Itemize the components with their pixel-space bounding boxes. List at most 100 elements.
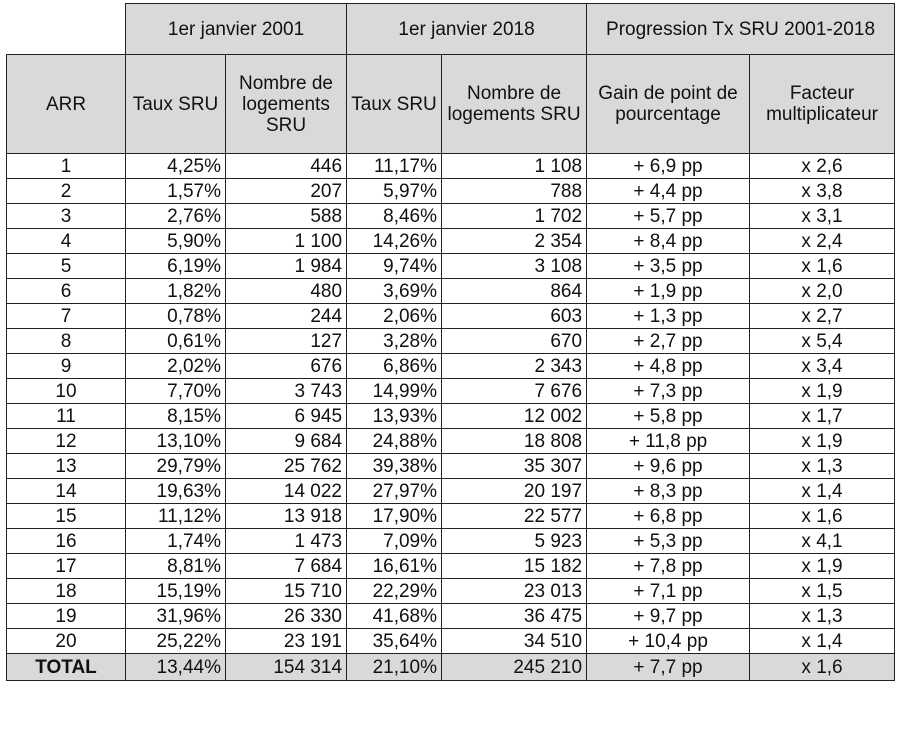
cell-facteur: x 1,4 (749, 628, 896, 654)
cell-taux-2001: 1,57% (125, 178, 226, 204)
cell-taux-2018: 7,09% (346, 528, 443, 554)
table-row: 6 1,82% 480 3,69% 864 + 1,9 pp x 2,0 (6, 278, 896, 304)
cell-gain: + 7,8 pp (586, 553, 751, 579)
total-row: TOTAL 13,44% 154 314 21,10% 245 210 + 7,… (6, 653, 896, 681)
cell-facteur: x 2,6 (749, 153, 896, 179)
cell-taux-2001: 11,12% (125, 503, 226, 529)
table-row: 15 11,12% 13 918 17,90% 22 577 + 6,8 pp x 1,6 (6, 503, 896, 529)
cell-facteur: x 3,8 (749, 178, 896, 204)
cell-taux-2018: 8,46% (346, 203, 443, 229)
sru-table: 1er janvier 2001 1er janvier 2018 Progre… (6, 3, 896, 681)
cell-taux-2001: 0,78% (125, 303, 226, 329)
header-gain: Gain de point de pourcentage (586, 54, 751, 154)
cell-arr: 4 (6, 228, 126, 254)
table-body: 1 4,25% 446 11,17% 1 108 + 6,9 pp x 2,6 2 1,57% 2… (6, 153, 896, 654)
cell-taux-2018: 41,68% (346, 603, 443, 629)
cell-facteur: x 1,7 (749, 403, 896, 429)
cell-gain: + 7,1 pp (586, 578, 751, 604)
cell-facteur: x 4,1 (749, 528, 896, 554)
cell-facteur: x 1,9 (749, 378, 896, 404)
table-row: 16 1,74% 1 473 7,09% 5 923 + 5,3 pp x 4,1 (6, 528, 896, 554)
cell-gain: + 11,8 pp (586, 428, 751, 454)
cell-nombre-2001: 1 100 (224, 228, 348, 254)
cell-facteur: x 2,0 (749, 278, 896, 304)
cell-nombre-2018: 36 475 (441, 603, 588, 629)
cell-taux-2018: 9,74% (346, 253, 443, 279)
cell-taux-2001: 15,19% (125, 578, 226, 604)
cell-gain: + 3,5 pp (586, 253, 751, 279)
cell-nombre-2018: 2 354 (441, 228, 588, 254)
cell-gain: + 1,9 pp (586, 278, 751, 304)
cell-nombre-2001: 1 984 (224, 253, 348, 279)
table-row: 19 31,96% 26 330 41,68% 36 475 + 9,7 pp x 1,3 (6, 603, 896, 629)
cell-arr: 12 (6, 428, 126, 454)
header-facteur: Facteur multiplicateur (749, 54, 896, 154)
cell-gain: + 6,8 pp (586, 503, 751, 529)
table-row: 1 4,25% 446 11,17% 1 108 + 6,9 pp x 2,6 (6, 153, 896, 179)
cell-taux-2018: 17,90% (346, 503, 443, 529)
cell-taux-2001: 8,15% (125, 403, 226, 429)
total-nombre-2018: 245 210 (441, 653, 588, 681)
cell-taux-2001: 4,25% (125, 153, 226, 179)
cell-nombre-2018: 864 (441, 278, 588, 304)
cell-gain: + 1,3 pp (586, 303, 751, 329)
cell-taux-2001: 2,02% (125, 353, 226, 379)
cell-nombre-2018: 12 002 (441, 403, 588, 429)
table-row: 11 8,15% 6 945 13,93% 12 002 + 5,8 pp x 1,7 (6, 403, 896, 429)
cell-taux-2018: 13,93% (346, 403, 443, 429)
cell-nombre-2001: 244 (224, 303, 348, 329)
cell-nombre-2018: 7 676 (441, 378, 588, 404)
cell-arr: 14 (6, 478, 126, 504)
total-gain: + 7,7 pp (586, 653, 751, 681)
cell-facteur: x 1,3 (749, 453, 896, 479)
table-row: 14 19,63% 14 022 27,97% 20 197 + 8,3 pp x 1,4 (6, 478, 896, 504)
table-footer: TOTAL 13,44% 154 314 21,10% 245 210 + 7,… (6, 653, 896, 681)
cell-nombre-2018: 20 197 (441, 478, 588, 504)
cell-arr: 13 (6, 453, 126, 479)
cell-taux-2018: 14,99% (346, 378, 443, 404)
cell-facteur: x 1,4 (749, 478, 896, 504)
header-arr: ARR (6, 54, 126, 154)
cell-gain: + 4,4 pp (586, 178, 751, 204)
cell-taux-2001: 31,96% (125, 603, 226, 629)
cell-arr: 7 (6, 303, 126, 329)
cell-nombre-2001: 9 684 (224, 428, 348, 454)
cell-taux-2018: 5,97% (346, 178, 443, 204)
cell-facteur: x 1,9 (749, 428, 896, 454)
cell-taux-2018: 3,28% (346, 328, 443, 354)
total-taux-2018: 21,10% (346, 653, 443, 681)
cell-nombre-2001: 480 (224, 278, 348, 304)
cell-nombre-2001: 588 (224, 203, 348, 229)
cell-nombre-2001: 676 (224, 353, 348, 379)
cell-gain: + 9,7 pp (586, 603, 751, 629)
cell-nombre-2018: 1 108 (441, 153, 588, 179)
cell-nombre-2001: 127 (224, 328, 348, 354)
total-taux-2001: 13,44% (125, 653, 226, 681)
table-header: 1er janvier 2001 1er janvier 2018 Progre… (6, 3, 896, 154)
table-row: 10 7,70% 3 743 14,99% 7 676 + 7,3 pp x 1,9 (6, 378, 896, 404)
cell-arr: 10 (6, 378, 126, 404)
table-row: 20 25,22% 23 191 35,64% 34 510 + 10,4 pp x 1,4 (6, 628, 896, 654)
cell-nombre-2001: 13 918 (224, 503, 348, 529)
cell-arr: 11 (6, 403, 126, 429)
cell-taux-2001: 29,79% (125, 453, 226, 479)
cell-taux-2001: 8,81% (125, 553, 226, 579)
cell-arr: 2 (6, 178, 126, 204)
cell-gain: + 9,6 pp (586, 453, 751, 479)
table-row: 7 0,78% 244 2,06% 603 + 1,3 pp x 2,7 (6, 303, 896, 329)
cell-taux-2018: 39,38% (346, 453, 443, 479)
cell-arr: 9 (6, 353, 126, 379)
header-taux-2018: Taux SRU (346, 54, 443, 154)
cell-arr: 8 (6, 328, 126, 354)
cell-arr: 15 (6, 503, 126, 529)
cell-nombre-2001: 25 762 (224, 453, 348, 479)
cell-taux-2018: 27,97% (346, 478, 443, 504)
cell-facteur: x 1,6 (749, 503, 896, 529)
cell-arr: 16 (6, 528, 126, 554)
cell-gain: + 10,4 pp (586, 628, 751, 654)
cell-nombre-2018: 5 923 (441, 528, 588, 554)
cell-taux-2001: 1,82% (125, 278, 226, 304)
cell-nombre-2001: 7 684 (224, 553, 348, 579)
cell-nombre-2018: 788 (441, 178, 588, 204)
table-row: 13 29,79% 25 762 39,38% 35 307 + 9,6 pp x 1,3 (6, 453, 896, 479)
